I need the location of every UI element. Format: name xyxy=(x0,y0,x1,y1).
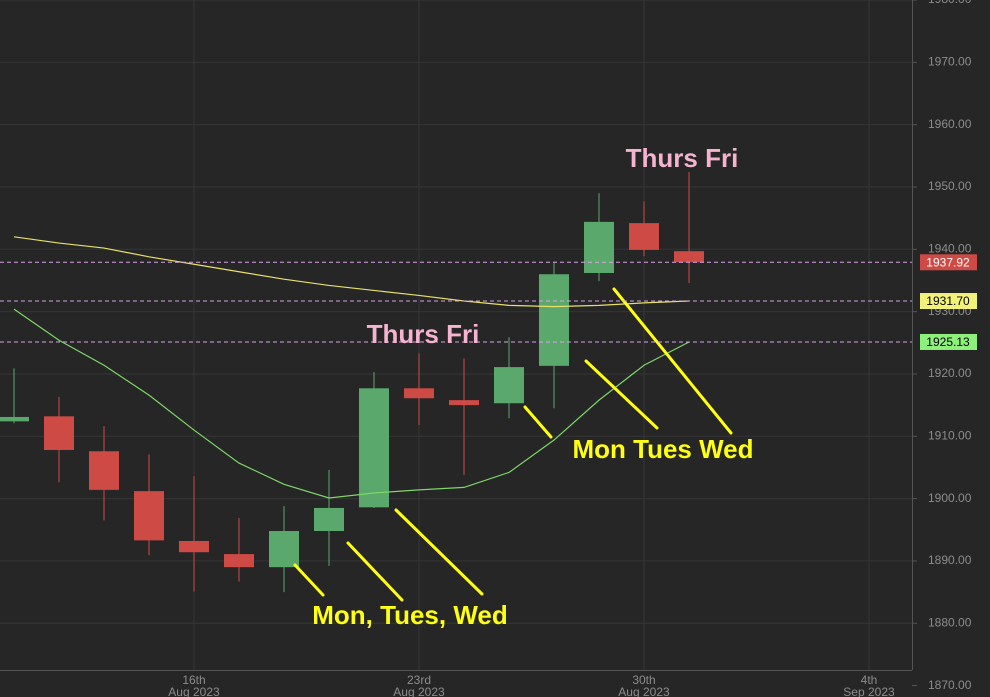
candle-body xyxy=(584,221,614,273)
candle-body xyxy=(44,416,74,450)
candle-body xyxy=(629,223,659,250)
annotation: Thurs Fri xyxy=(367,319,480,349)
price-tag-label: 1925.13 xyxy=(926,335,970,349)
pointer xyxy=(293,563,325,597)
x-tick-sublabel: Sep 2023 xyxy=(843,685,895,697)
candle-body xyxy=(449,400,479,406)
x-tick-label: 4th xyxy=(861,673,878,687)
candle-body xyxy=(404,388,434,399)
annotation: Thurs Fri xyxy=(626,143,739,173)
price-tag-label: 1937.92 xyxy=(926,255,970,269)
y-tick-label: 1880.00 xyxy=(928,615,972,629)
candle-body xyxy=(134,491,164,541)
y-tick-label: 1980.00 xyxy=(928,0,972,6)
x-tick-label: 30th xyxy=(632,673,655,687)
x-tick-sublabel: Aug 2023 xyxy=(168,685,220,697)
annotation: Mon, Tues, Wed xyxy=(312,600,507,630)
y-tick-label: 1920.00 xyxy=(928,366,972,380)
y-tick-label: 1940.00 xyxy=(928,241,972,255)
candle-body xyxy=(539,274,569,366)
candle-body xyxy=(269,531,299,568)
x-tick-label: 23rd xyxy=(407,673,431,687)
candle-body xyxy=(314,507,344,532)
x-tick-sublabel: Aug 2023 xyxy=(618,685,670,697)
moving-average xyxy=(13,236,690,308)
price-tag xyxy=(920,333,977,350)
y-tick-label: 1870.00 xyxy=(928,678,972,692)
candle-body xyxy=(224,554,254,568)
candle-body xyxy=(674,251,704,263)
y-tick-label: 1890.00 xyxy=(928,553,972,567)
y-tick-label: 1900.00 xyxy=(928,491,972,505)
moving-average xyxy=(13,308,690,499)
pointer xyxy=(523,405,553,439)
pointer xyxy=(584,359,659,430)
candle-body xyxy=(0,416,29,422)
x-tick-sublabel: Aug 2023 xyxy=(393,685,445,697)
x-tick-label: 16th xyxy=(182,673,205,687)
pointers xyxy=(293,287,733,602)
price-tag-label: 1931.70 xyxy=(926,294,970,308)
grid xyxy=(0,0,912,670)
annotation: Mon Tues Wed xyxy=(572,434,753,464)
price-tag xyxy=(920,293,977,310)
candle-body xyxy=(179,540,209,553)
candle-body xyxy=(359,388,389,508)
y-tick-label: 1960.00 xyxy=(928,117,972,131)
candle-body xyxy=(89,451,119,490)
price-tag xyxy=(920,254,977,271)
candle-body xyxy=(494,367,524,404)
pointer xyxy=(394,508,484,596)
y-tick-label: 1970.00 xyxy=(928,54,972,68)
pointer xyxy=(612,287,733,435)
plot xyxy=(0,172,704,593)
y-tick-label: 1910.00 xyxy=(928,428,972,442)
pointer xyxy=(346,541,404,602)
y-tick-label: 1950.00 xyxy=(928,179,972,193)
